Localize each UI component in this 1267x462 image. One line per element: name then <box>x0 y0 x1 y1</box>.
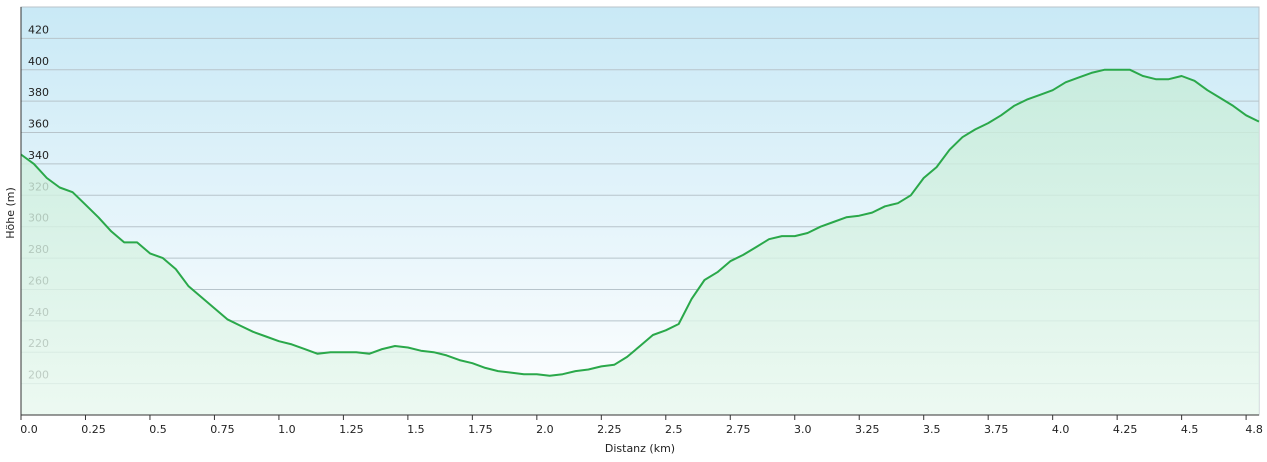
x-tick-label: 3.5 <box>923 423 941 436</box>
x-tick-label: 1.25 <box>339 423 364 436</box>
x-tick-label: 0.5 <box>149 423 167 436</box>
y-tick-label: 420 <box>28 23 49 36</box>
x-tick-label: 2.5 <box>665 423 683 436</box>
elevation-area <box>21 69 1259 416</box>
y-tick-label: 340 <box>28 149 49 162</box>
x-tick-label: 0.25 <box>81 423 106 436</box>
y-axis-label: Höhe (m) <box>4 187 17 239</box>
x-tick-label: 2.25 <box>597 423 622 436</box>
x-tick-label: 4.5 <box>1181 423 1199 436</box>
x-tick-label: 1.0 <box>278 423 296 436</box>
x-axis-label: Distanz (km) <box>605 442 675 455</box>
x-tick-label: 0.75 <box>210 423 235 436</box>
x-tick-label: 3.0 <box>794 423 812 436</box>
x-tick-label: 4.25 <box>1113 423 1138 436</box>
x-tick-label: 2.75 <box>726 423 751 436</box>
y-tick-label: 360 <box>28 118 49 131</box>
elevation-line <box>20 68 1260 377</box>
x-tick-label: 0.0 <box>20 423 38 436</box>
x-tick-label: 3.75 <box>984 423 1009 436</box>
x-tick-label: 4.0 <box>1052 423 1070 436</box>
x-tick-label: 2.0 <box>536 423 554 436</box>
y-tick-label: 380 <box>28 86 49 99</box>
y-tick-label: 400 <box>28 55 49 68</box>
x-tick-label: 3.25 <box>855 423 880 436</box>
x-tick-label: 1.75 <box>468 423 493 436</box>
x-tick-label: 4.8 <box>1245 423 1263 436</box>
x-tick-label: 1.5 <box>407 423 425 436</box>
